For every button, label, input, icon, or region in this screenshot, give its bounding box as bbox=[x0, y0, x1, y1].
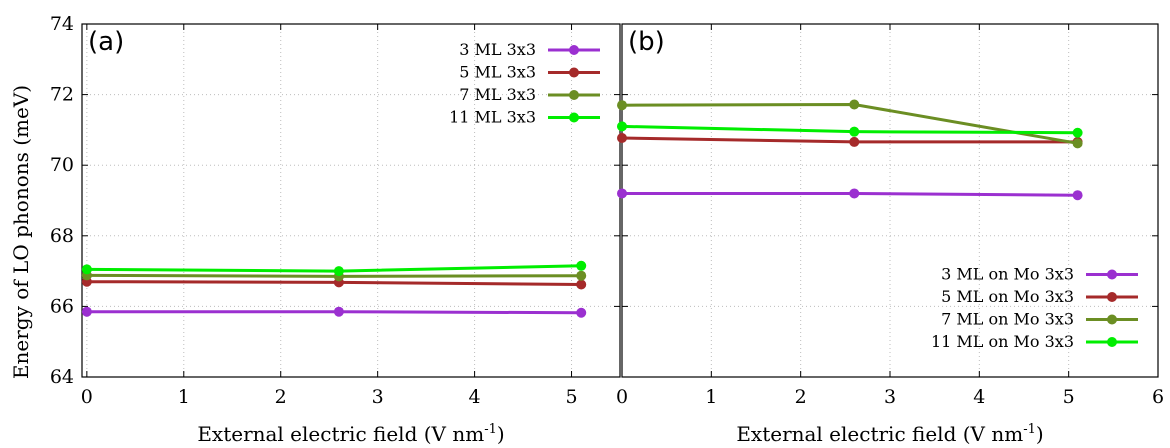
panel-a: 64 66 68 70 72 74 0 1 2 3 4 5 (a) External electric f… bbox=[50, 13, 621, 446]
x-tick-label: 3 bbox=[372, 386, 384, 408]
x-tick-label: 6 bbox=[1152, 386, 1164, 408]
x-tick-label: 1 bbox=[705, 386, 717, 408]
data-point bbox=[576, 307, 587, 318]
data-point bbox=[849, 136, 860, 147]
x-axis-title-text: External electric field (V nm bbox=[197, 422, 484, 446]
data-point bbox=[1072, 127, 1083, 138]
y-tick-label: 74 bbox=[50, 13, 74, 35]
data-point bbox=[617, 100, 627, 111]
panel-label: (a) bbox=[88, 27, 124, 57]
legend-marker bbox=[1107, 292, 1117, 302]
data-point bbox=[576, 270, 587, 281]
legend-marker bbox=[569, 112, 579, 123]
data-point bbox=[81, 264, 92, 275]
legend-label: 11 ML 3x3 bbox=[449, 108, 536, 127]
data-point bbox=[1072, 138, 1083, 149]
x-tick-label: 2 bbox=[795, 386, 807, 408]
y-axis-title: Energy of LO phonons (meV) bbox=[9, 85, 33, 379]
data-point bbox=[576, 260, 587, 271]
x-axis-title: External electric field (V nm-1) bbox=[736, 422, 1043, 446]
data-point bbox=[1072, 190, 1083, 201]
data-point bbox=[849, 126, 860, 137]
data-point bbox=[81, 306, 92, 317]
data-point bbox=[849, 188, 860, 199]
panel-b: 0 1 2 3 4 5 6 (b) External electric field (V nm-… bbox=[616, 23, 1164, 446]
plot-frame bbox=[81, 23, 621, 378]
legend-label: 11 ML on Mo 3x3 bbox=[931, 332, 1074, 351]
data-point bbox=[333, 266, 344, 277]
x-tick-label: 5 bbox=[1063, 386, 1075, 408]
x-tick-label: 0 bbox=[616, 386, 628, 408]
x-axis-title-end: ) bbox=[1036, 422, 1044, 446]
legend-label: 3 ML on Mo 3x3 bbox=[941, 265, 1074, 284]
data-point bbox=[617, 121, 627, 132]
data-point bbox=[576, 279, 587, 290]
panel-label: (b) bbox=[628, 27, 665, 57]
series-line bbox=[621, 102, 1078, 145]
data-point bbox=[617, 133, 627, 144]
legend-label: 7 ML 3x3 bbox=[459, 85, 536, 104]
x-tick-label: 0 bbox=[81, 386, 93, 408]
x-axis-title-text: External electric field (V nm bbox=[736, 422, 1023, 446]
plot-frame bbox=[621, 23, 1159, 378]
legend-marker bbox=[1107, 337, 1117, 347]
x-axis-title-sup: -1 bbox=[484, 422, 497, 437]
legend-label: 7 ML on Mo 3x3 bbox=[941, 310, 1074, 329]
y-tick-label: 70 bbox=[50, 154, 74, 176]
x-tick-label: 3 bbox=[884, 386, 896, 408]
data-point bbox=[333, 306, 344, 317]
x-tick-label: 4 bbox=[973, 386, 985, 408]
x-axis-title-sup: -1 bbox=[1023, 422, 1036, 437]
legend-marker bbox=[1107, 269, 1117, 280]
x-tick-label: 1 bbox=[178, 386, 190, 408]
x-tick-label: 4 bbox=[469, 386, 481, 408]
y-tick-label: 66 bbox=[50, 295, 74, 317]
y-tick-label: 64 bbox=[50, 366, 74, 388]
legend-marker bbox=[569, 67, 579, 78]
data-point bbox=[617, 188, 627, 199]
legend-marker bbox=[1107, 314, 1117, 325]
legend-marker bbox=[569, 90, 579, 100]
y-tick-label: 68 bbox=[50, 225, 74, 247]
legend-label: 5 ML 3x3 bbox=[459, 63, 536, 82]
x-axis-title-end: ) bbox=[497, 422, 505, 446]
legend-label: 3 ML 3x3 bbox=[459, 40, 536, 59]
x-tick-label: 5 bbox=[565, 386, 577, 408]
x-axis-title: External electric field (V nm-1) bbox=[197, 422, 504, 446]
y-tick-label: 72 bbox=[50, 84, 74, 106]
x-tick-label: 2 bbox=[275, 386, 287, 408]
data-point bbox=[849, 99, 860, 110]
legend-marker bbox=[569, 45, 579, 55]
legend-label: 5 ML on Mo 3x3 bbox=[941, 287, 1074, 306]
